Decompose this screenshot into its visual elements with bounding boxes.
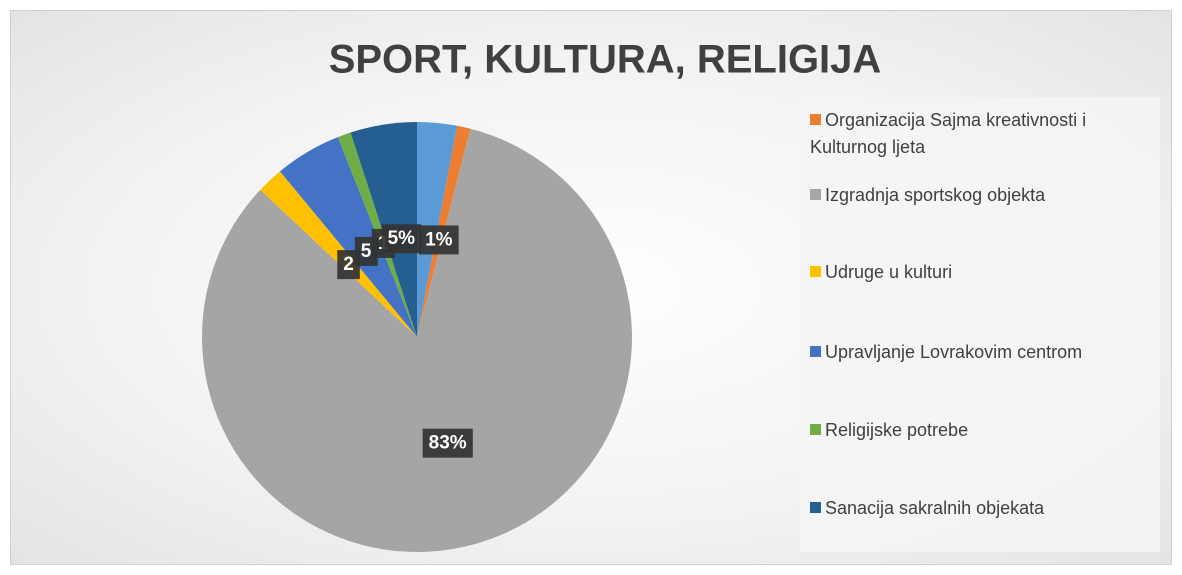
legend-entry: Religijske potrebe bbox=[810, 417, 1155, 444]
pie-slice bbox=[201, 128, 632, 553]
data-label: 1% bbox=[419, 225, 459, 255]
legend-entry: Upravljanje Lovrakovim centrom bbox=[810, 339, 1155, 366]
data-label-text: 5% bbox=[388, 228, 416, 249]
legend-label: Udruge u kulturi bbox=[825, 262, 953, 282]
data-label: 2 bbox=[337, 250, 360, 280]
legend-label: Sanacija sakralnih objekata bbox=[825, 498, 1045, 518]
data-label-box bbox=[422, 428, 473, 458]
pie-slice bbox=[279, 137, 417, 337]
legend-label: Izgradnja sportskog objekta bbox=[825, 185, 1046, 205]
legend-swatch bbox=[810, 424, 821, 435]
legend-swatch bbox=[810, 266, 821, 277]
legend-label: Upravljanje Lovrakovim centrom bbox=[825, 342, 1083, 362]
legend-swatch bbox=[810, 114, 821, 125]
data-label-box bbox=[419, 225, 459, 255]
legend-label: Religijske potrebe bbox=[825, 420, 969, 440]
legend-label: Organizacija Sajma kreativnosti i Kultur… bbox=[810, 110, 1087, 157]
chart-title: SPORT, KULTURA, RELIGIJA bbox=[329, 38, 882, 82]
data-label-text: 5 bbox=[361, 241, 372, 262]
data-label: 83% bbox=[422, 428, 473, 458]
legend-entry: Izgradnja sportskog objekta bbox=[810, 182, 1155, 209]
legend-swatch bbox=[810, 346, 821, 357]
legend-swatch bbox=[810, 189, 821, 200]
legend: Organizacija Sajma kreativnosti i Kultur… bbox=[800, 97, 1160, 552]
data-label: 5% bbox=[381, 224, 422, 254]
data-label-box bbox=[337, 250, 360, 280]
data-label-box bbox=[381, 224, 422, 254]
legend-entry: Organizacija Sajma kreativnosti i Kultur… bbox=[810, 107, 1155, 161]
data-label-text: 2 bbox=[343, 254, 354, 275]
data-label-text: 1% bbox=[425, 229, 453, 250]
legend-swatch bbox=[810, 502, 821, 513]
legend-entry: Sanacija sakralnih objekata bbox=[810, 495, 1155, 522]
data-label-text: 83% bbox=[429, 433, 467, 454]
legend-entry: Udruge u kulturi bbox=[810, 259, 1155, 286]
